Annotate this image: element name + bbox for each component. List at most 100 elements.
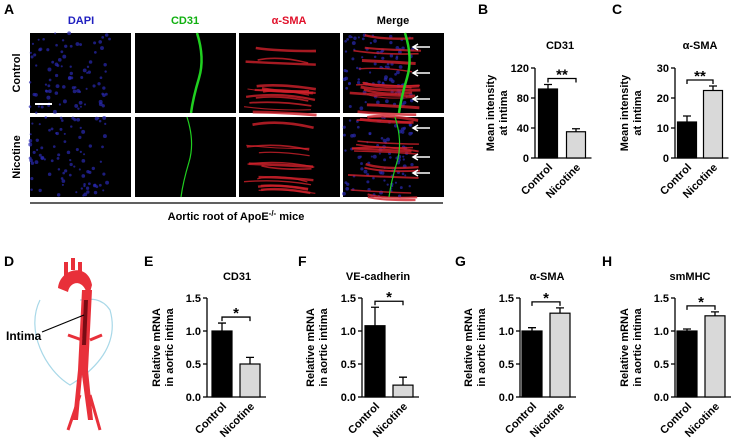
bar: [537, 88, 559, 159]
error-bar: [709, 85, 717, 91]
nucleus: [102, 134, 107, 139]
nucleus: [345, 86, 349, 90]
nucleus: [399, 186, 403, 189]
sma-fiber: [358, 67, 413, 73]
nucleus: [102, 86, 106, 90]
nucleus: [73, 165, 76, 168]
nucleus: [98, 183, 102, 187]
chart-title: VE-cadherin: [346, 271, 410, 283]
panel-letter: D: [4, 253, 14, 269]
nucleus: [373, 55, 377, 59]
nucleus: [398, 65, 403, 69]
y-tick-label: 0.5: [499, 359, 514, 371]
nucleus: [353, 36, 357, 40]
sma-fiber: [261, 164, 312, 171]
nucleus: [55, 43, 58, 47]
nucleus: [350, 134, 354, 138]
sma-fiber: [350, 189, 412, 194]
nucleus: [108, 37, 111, 41]
nucleus: [64, 169, 68, 173]
nucleus: [40, 156, 44, 160]
y-tick-label: 0: [663, 153, 669, 165]
error-bar: [399, 376, 407, 386]
sma-fiber: [257, 57, 309, 64]
nucleus: [37, 105, 40, 108]
nucleus: [38, 153, 42, 157]
y-tick-label: 10: [657, 123, 669, 135]
sma-fiber: [258, 151, 310, 157]
arrow: [411, 95, 430, 103]
nucleus: [28, 142, 33, 147]
nucleus: [105, 180, 110, 185]
panel-letter: E: [144, 253, 153, 269]
y-tick-label: 1.0: [341, 326, 356, 338]
nucleus: [366, 180, 370, 184]
sma-fiber: [367, 195, 416, 202]
nucleus: [98, 99, 103, 104]
arrow: [411, 43, 430, 51]
nucleus: [395, 46, 400, 50]
sma-fiber: [363, 88, 413, 95]
nucleus: [385, 99, 389, 104]
nucleus: [344, 76, 349, 81]
nucleus: [50, 159, 54, 163]
micrograph: [135, 33, 236, 113]
nucleus: [47, 67, 52, 72]
nucleus: [78, 100, 83, 105]
nucleus: [47, 89, 52, 94]
nucleus: [37, 38, 40, 41]
sma-fiber: [263, 88, 314, 95]
y-tick-label: 0.0: [499, 392, 514, 404]
nucleus: [38, 48, 42, 52]
nucleus: [98, 119, 102, 123]
nucleus: [86, 65, 90, 69]
nucleus: [364, 100, 367, 104]
nucleus: [386, 183, 389, 186]
nucleus: [357, 78, 360, 81]
nucleus: [369, 41, 373, 45]
nucleus: [56, 156, 60, 160]
aorta-illustration: [34, 258, 113, 431]
nucleus: [404, 174, 407, 177]
nucleus: [359, 106, 364, 111]
nucleus: [351, 57, 355, 61]
nucleus: [102, 189, 105, 192]
nucleus: [38, 123, 41, 126]
error-bar: [528, 327, 536, 331]
nucleus: [363, 169, 368, 174]
nucleus: [356, 125, 360, 129]
nucleus: [344, 50, 348, 53]
nucleus: [54, 91, 59, 95]
bar: [364, 325, 386, 398]
nucleus: [102, 115, 107, 120]
nucleus: [346, 37, 349, 41]
y-axis-label: Relative mRNA: [151, 308, 163, 387]
nucleus: [79, 43, 83, 46]
column-label: α-SMA: [272, 15, 307, 27]
nucleus: [382, 138, 387, 143]
error-bar: [246, 356, 254, 364]
nucleus: [348, 119, 352, 122]
sma-fiber: [243, 180, 312, 186]
nucleus: [67, 31, 72, 36]
nucleus: [34, 93, 38, 97]
nucleus: [370, 155, 373, 158]
nucleus: [381, 81, 385, 84]
nucleus: [99, 76, 103, 80]
panel-letter: B: [478, 1, 488, 17]
nucleus: [92, 183, 97, 188]
sma-fiber: [366, 103, 420, 110]
column-label: CD31: [171, 15, 199, 27]
nucleus: [342, 125, 346, 129]
nucleus: [376, 100, 380, 105]
nucleus: [378, 152, 381, 155]
nucleus: [69, 162, 73, 167]
y-tick-label: 0.5: [186, 359, 201, 371]
y-tick-label: 1.5: [341, 293, 356, 305]
diagram-label: Intima: [6, 329, 42, 343]
caption: Aortic root of ApoE-/- mice: [168, 209, 305, 223]
row-label: Control: [11, 53, 23, 92]
nucleus: [30, 161, 35, 165]
micrograph: [30, 117, 131, 197]
